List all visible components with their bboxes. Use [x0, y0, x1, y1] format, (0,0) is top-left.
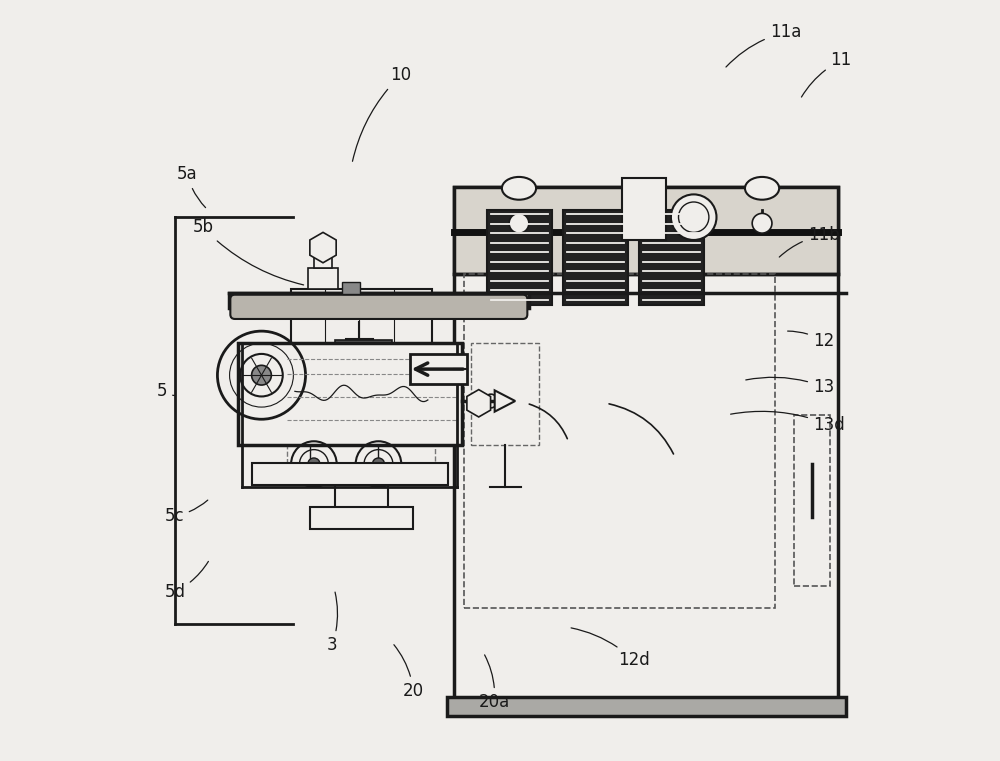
- Bar: [310, 508, 413, 529]
- Text: 13d: 13d: [731, 412, 845, 434]
- Text: 3: 3: [327, 592, 338, 654]
- Text: 11a: 11a: [726, 23, 801, 67]
- Text: 20a: 20a: [479, 655, 510, 711]
- Circle shape: [509, 213, 529, 233]
- Bar: [310, 423, 378, 470]
- Bar: [238, 342, 462, 445]
- Circle shape: [252, 365, 271, 385]
- Bar: [252, 463, 448, 485]
- Text: 5a: 5a: [177, 165, 206, 208]
- Bar: [291, 289, 432, 415]
- Circle shape: [671, 194, 716, 240]
- Bar: [464, 274, 775, 608]
- Bar: [563, 209, 628, 304]
- Bar: [343, 348, 385, 380]
- Bar: [639, 209, 704, 304]
- Circle shape: [372, 458, 385, 470]
- Bar: [308, 268, 338, 289]
- Bar: [794, 415, 830, 586]
- Text: 5c: 5c: [164, 500, 208, 525]
- Text: 20: 20: [394, 645, 424, 699]
- Bar: [454, 186, 838, 699]
- Bar: [622, 177, 666, 240]
- Text: 5b: 5b: [192, 218, 304, 285]
- Ellipse shape: [502, 177, 536, 199]
- Bar: [447, 697, 846, 716]
- FancyBboxPatch shape: [230, 295, 527, 319]
- Text: 12d: 12d: [571, 628, 649, 670]
- Bar: [277, 406, 445, 419]
- Text: 12: 12: [788, 331, 834, 350]
- Bar: [287, 416, 435, 476]
- Text: 5: 5: [157, 382, 174, 400]
- Bar: [335, 340, 392, 384]
- Polygon shape: [495, 390, 515, 412]
- Text: 11: 11: [801, 51, 852, 97]
- Circle shape: [679, 202, 709, 232]
- Circle shape: [752, 213, 772, 233]
- Text: 10: 10: [352, 66, 411, 161]
- Bar: [314, 253, 332, 268]
- Text: 11b: 11b: [779, 226, 839, 257]
- Ellipse shape: [745, 177, 779, 199]
- Bar: [229, 293, 529, 308]
- Bar: [487, 209, 552, 304]
- Circle shape: [308, 458, 320, 470]
- Bar: [471, 342, 539, 445]
- Bar: [342, 282, 360, 294]
- Text: 13: 13: [746, 377, 834, 396]
- Text: 5d: 5d: [164, 562, 208, 601]
- Bar: [454, 186, 838, 274]
- Bar: [410, 354, 467, 384]
